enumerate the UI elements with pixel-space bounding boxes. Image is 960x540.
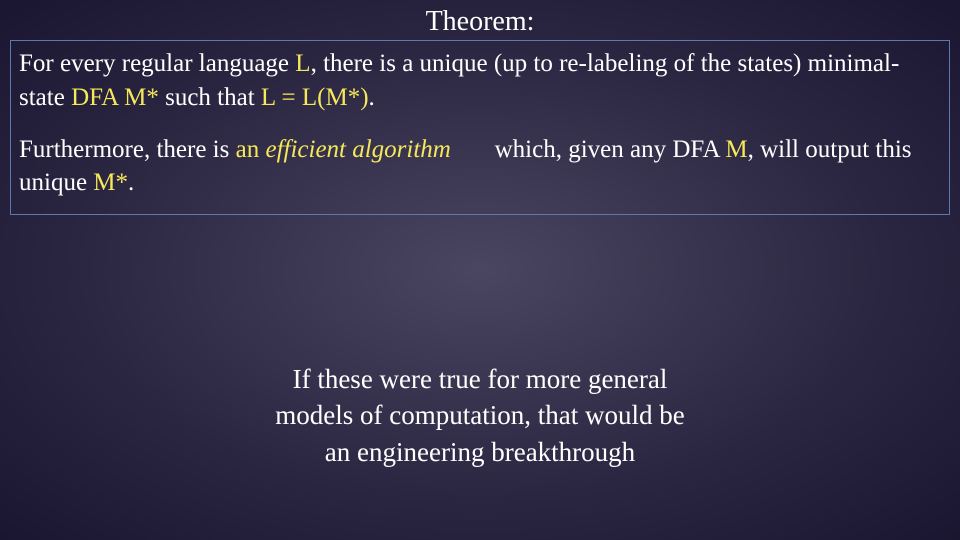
- p2-text-0: Furthermore, there is: [19, 136, 236, 163]
- theorem-paragraph-2: Furthermore, there is an efficient algor…: [19, 133, 941, 201]
- p2-text-3: .: [128, 169, 134, 196]
- footnote: If these were true for more general mode…: [0, 361, 960, 470]
- p1-text-0: For every regular language: [19, 50, 295, 77]
- note-line-2: models of computation, that would be: [275, 400, 684, 430]
- p2-an: an: [236, 136, 266, 163]
- p2-Mstar: M*: [93, 169, 128, 196]
- p1-text-2: such that: [159, 84, 261, 111]
- p1-text-3: .: [369, 84, 375, 111]
- theorem-box: For every regular language L, there is a…: [10, 40, 950, 215]
- p2-text-1: which, given any DFA: [495, 136, 726, 163]
- p2-algo: efficient algorithm: [265, 136, 450, 163]
- p1-L: L: [295, 50, 310, 77]
- p2-gap: [451, 136, 495, 163]
- p2-M: M: [725, 136, 747, 163]
- theorem-paragraph-1: For every regular language L, there is a…: [19, 47, 941, 115]
- note-line-1: If these were true for more general: [293, 364, 668, 394]
- p1-dfa: DFA M*: [71, 84, 159, 111]
- p1-eq: L = L(M*): [261, 84, 369, 111]
- theorem-title: Theorem:: [0, 6, 960, 38]
- note-line-3: an engineering breakthrough: [325, 437, 635, 467]
